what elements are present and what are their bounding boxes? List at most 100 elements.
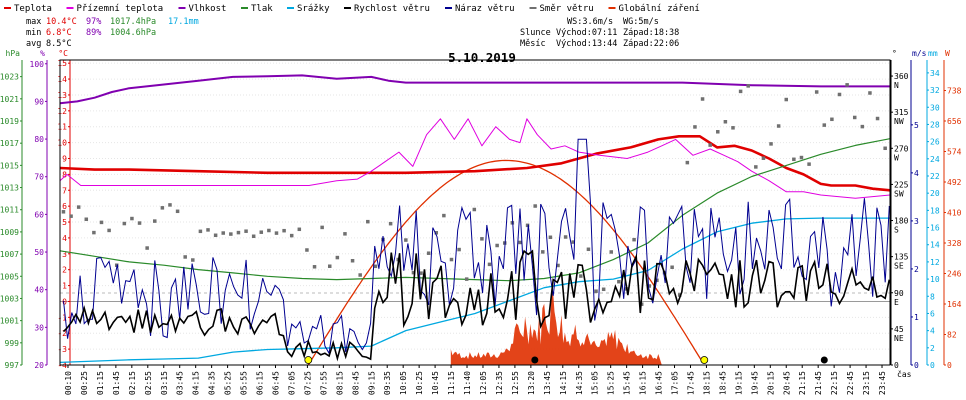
y-tick-label: 34 [930, 69, 940, 78]
wind-direction-point [99, 220, 104, 225]
wind-direction-point [312, 265, 317, 269]
y-tick-label: 32 [930, 86, 940, 95]
wind-direction-point [792, 157, 796, 162]
y-tick-label: 5 [914, 121, 919, 130]
wind-direction-point [282, 228, 286, 233]
wind-direction-point [404, 238, 408, 242]
x-tick-label: 06:45 [271, 371, 280, 395]
wind-direction-point [845, 83, 849, 87]
y-tick-label: 0 [930, 361, 935, 370]
wind-direction-point [822, 123, 827, 127]
legend-item: Srážky [297, 4, 330, 14]
x-tick-label: 13:45 [543, 371, 552, 395]
x-tick-label: 23:45 [878, 371, 887, 395]
wind-direction-point [776, 124, 781, 128]
chart-title: 5.10.2019 [448, 50, 516, 65]
wind-direction-point [419, 271, 423, 275]
wind-direction-point [533, 204, 537, 208]
x-tick-label: 02:55 [144, 371, 153, 395]
legend-item: Vlhkost [189, 4, 227, 14]
x-tick-label: 04:15 [192, 371, 201, 395]
y-tick-label: 16 [930, 224, 940, 233]
x-tick-label: 13:20 [527, 371, 536, 395]
y-axis-unit: mm [928, 49, 938, 58]
wind-direction-layer [61, 83, 887, 306]
radiation-measured-area [450, 288, 662, 365]
wind-direction-point [586, 247, 591, 252]
wind-direction-point [472, 207, 477, 212]
y-tick-label: 6 [930, 309, 935, 318]
y-tick-label: 26 [930, 138, 940, 147]
y-tick-label: 492 [947, 178, 962, 187]
x-tick-label: 08:15 [335, 371, 344, 395]
x-tick-label: 07:05 [287, 371, 296, 395]
y-tick-label: 180 [894, 217, 909, 226]
y-tick-label: 14 [57, 75, 67, 84]
y-tick-label: 0 [62, 297, 67, 306]
y-tick-label: 246 [947, 270, 962, 279]
x-tick-label: 22:15 [830, 371, 839, 395]
wind-direction-point [708, 143, 712, 147]
wind-direction-point [883, 146, 887, 151]
stat-min-temp: 6.8°C [46, 28, 72, 38]
series-line [59, 138, 891, 282]
legend-item: Globální záření [619, 4, 700, 14]
x-tick-label: 21:15 [798, 371, 807, 395]
wind-direction-point [518, 240, 522, 245]
wind-direction-point [191, 258, 195, 262]
y-tick-label: 22 [930, 172, 940, 181]
wind-direction-point [601, 287, 606, 292]
x-tick-label: 14:35 [575, 371, 584, 395]
y-axis-unit: °C [58, 49, 68, 58]
wind-layer [62, 138, 891, 362]
wind-direction-point [198, 229, 203, 234]
y-tick-label: 0 [947, 361, 952, 370]
wind-direction-point [754, 165, 758, 169]
x-tick-label: 03:15 [160, 371, 169, 395]
y-tick-label: 82 [947, 331, 957, 340]
y-tick-label: 1001 [0, 317, 19, 326]
x-tick-label: 15:05 [591, 371, 600, 395]
wind-direction-point [677, 293, 682, 297]
y-tick-label: 1019 [0, 117, 19, 126]
wind-direction-point [442, 213, 446, 218]
wind-direction-point [487, 262, 492, 267]
wind-direction-point [366, 219, 370, 224]
wind-direction-point [632, 237, 636, 242]
y-tick-label: 20 [930, 189, 940, 198]
x-tick-label: 09:15 [367, 371, 376, 395]
y-tick-label: 1 [914, 313, 919, 322]
wind-direction-point [61, 210, 66, 214]
y-tick-label: 999 [5, 339, 20, 348]
stat-min-label: min [26, 28, 41, 38]
wind-direction-point [738, 89, 743, 94]
wind-speed-line [62, 249, 891, 362]
y-tick-label: 9 [62, 154, 67, 163]
stats-block: max 10.4°C 97% 1017.4hPa 17.1mm min 6.8°… [26, 17, 199, 49]
x-tick-label: 01:15 [96, 371, 105, 395]
wind-direction-point [700, 97, 705, 101]
y-tick-label: 7 [62, 186, 67, 195]
info-ws: WS:3.6m/s [567, 17, 613, 27]
wind-direction-point [541, 250, 545, 254]
plot-frame [59, 59, 891, 366]
y-tick-label: 328 [947, 239, 962, 248]
wind-direction-point [183, 255, 187, 259]
x-tick-label: 16:15 [639, 371, 648, 395]
stat-max-press: 1017.4hPa [110, 17, 156, 27]
y-tick-label: 8 [62, 170, 67, 179]
y-tick-compass: W [894, 153, 899, 162]
wind-direction-point [153, 219, 157, 223]
legend-item: Teplota [14, 4, 52, 14]
x-tick-label: 05:55 [240, 371, 249, 395]
y-tick-label: 8 [930, 292, 935, 301]
y-tick-label: 164 [947, 300, 962, 309]
wind-direction-point [297, 227, 302, 232]
x-tick-label: 10:25 [415, 371, 424, 395]
wind-direction-point [609, 250, 614, 254]
legend: Teplota Přízemní teplota Vlhkost Tlak Srážky… [4, 4, 700, 14]
wind-direction-point [206, 228, 210, 232]
y-tick-label: 80 [34, 135, 44, 144]
x-tick-label: 11:40 [463, 371, 472, 395]
wind-direction-point [647, 284, 652, 288]
